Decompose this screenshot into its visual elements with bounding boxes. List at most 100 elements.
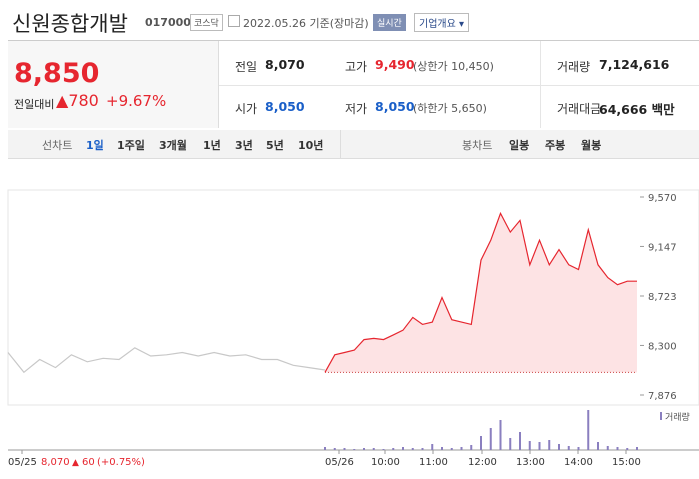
calendar-icon: [228, 15, 240, 27]
change-value: ▲780: [56, 91, 99, 110]
y-tick-label: 8,300: [648, 341, 677, 352]
volume-bar: [343, 448, 346, 450]
volume-bar: [567, 446, 570, 450]
volume-bar: [353, 449, 356, 450]
volume-bar: [460, 447, 463, 450]
stat-label: 저가: [345, 102, 368, 116]
stat-label: 고가: [345, 60, 368, 74]
tab-label: 봉차트: [462, 139, 493, 152]
volume-bar: [606, 446, 609, 450]
volume-bar: [470, 445, 473, 450]
price-box: [8, 41, 219, 128]
stat-sub: (상한가 10,450): [413, 60, 494, 73]
footer-change: 60: [82, 457, 95, 468]
volume-bar: [372, 448, 375, 450]
tab[interactable]: 월봉: [581, 139, 602, 152]
volume-bar: [499, 420, 502, 450]
volume-legend: 거래량: [665, 411, 690, 423]
x-tick-label: 10:00: [371, 457, 400, 468]
footer-date: 05/25: [8, 457, 37, 468]
volume-bar: [626, 448, 629, 450]
chart: 7,876 8,300 8,723 9,147 9,570 거래량 05/26 10:00 11…: [7, 189, 699, 468]
volume-bar: [577, 447, 580, 450]
stat-value: 7,124,616: [599, 57, 670, 72]
volume-bar: [538, 442, 541, 450]
tab[interactable]: 1년: [203, 139, 221, 152]
volume-bar: [392, 448, 395, 450]
tab-bar: [8, 130, 699, 159]
stat-label: 거래량: [557, 60, 591, 74]
y-tick-label: 7,876: [648, 391, 677, 402]
plot-frame: [7, 189, 699, 406]
volume-bar: [597, 442, 599, 450]
volume-bar: [489, 428, 492, 450]
tab[interactable]: 3년: [235, 139, 253, 152]
volume-bar: [636, 447, 638, 450]
volume-bar: [509, 438, 512, 450]
change-label: 전일대비: [14, 98, 55, 111]
stock-title: 신원종합개발: [12, 12, 128, 36]
stock-code: 017000: [145, 16, 191, 29]
tab[interactable]: 주봉: [545, 139, 566, 152]
volume-bar: [441, 447, 443, 450]
change-pct: +9.67%: [106, 92, 167, 110]
volume-bar: [382, 449, 385, 450]
change-number: 780: [68, 91, 99, 110]
tab[interactable]: 1주일: [117, 139, 145, 152]
tab[interactable]: 10년: [298, 139, 324, 152]
tab[interactable]: 일봉: [509, 139, 530, 152]
volume-bar: [587, 410, 590, 450]
footer-close: 8,070: [41, 457, 70, 468]
x-tick-label: 13:00: [516, 457, 545, 468]
footer-pct: (+0.75%): [97, 457, 145, 468]
stat-value: 8,070: [265, 57, 305, 72]
volume-bar: [324, 447, 326, 450]
y-tick-label: 9,570: [648, 193, 677, 204]
volume-legend-icon: [660, 412, 662, 420]
volume-bar: [402, 447, 404, 450]
price-line: [7, 347, 326, 374]
tab-divider: [340, 130, 341, 158]
volume-bar: [450, 448, 453, 450]
stat-value: 8,050: [265, 99, 305, 114]
stat-sub: (하한가 5,650): [413, 102, 487, 115]
x-tick-label: 15:00: [612, 457, 641, 468]
tab[interactable]: 1일: [86, 139, 104, 152]
volume-bar: [421, 448, 424, 450]
volume-bar: [548, 440, 551, 450]
tab[interactable]: 3개월: [159, 139, 187, 152]
volume-bar: [431, 444, 434, 450]
stat-value: 8,050: [375, 99, 415, 114]
realtime-button[interactable]: 실시간: [373, 14, 406, 31]
x-tick-label: 12:00: [468, 457, 497, 468]
volume-bar: [480, 436, 482, 450]
market-badge: 코스닥: [190, 14, 223, 31]
date: 2022.05.26 기준(장마감): [243, 17, 369, 30]
volume-bar: [558, 444, 560, 450]
price-line: [324, 211, 637, 373]
y-tick-label: 8,723: [648, 292, 677, 303]
tab[interactable]: 5년: [266, 139, 284, 152]
volume-bar: [528, 441, 531, 450]
volume-bar: [616, 447, 619, 450]
row-divider: [219, 85, 699, 86]
stat-value: 64,666 백만: [599, 102, 675, 117]
x-tick-label: 11:00: [419, 457, 448, 468]
company-dropdown[interactable]: 기업개요 ▾: [414, 13, 470, 32]
stat-label: 시가: [235, 102, 258, 116]
y-tick-label: 9,147: [648, 242, 677, 253]
x-tick-label: 14:00: [564, 457, 593, 468]
area-fill: [325, 213, 637, 373]
footer-arrow: ▲: [72, 458, 79, 468]
volume-bar: [333, 448, 336, 450]
company-label: 기업개요: [419, 19, 456, 30]
stat-label: 전일: [235, 60, 258, 74]
stat-label: 거래대금: [557, 102, 602, 116]
volume-bar: [411, 448, 414, 450]
volume-bar: [519, 432, 521, 450]
col-divider: [540, 41, 541, 128]
tab-label: 선차트: [42, 139, 73, 152]
current-price: 8,850: [14, 58, 100, 89]
stat-value: 9,490: [375, 57, 415, 72]
